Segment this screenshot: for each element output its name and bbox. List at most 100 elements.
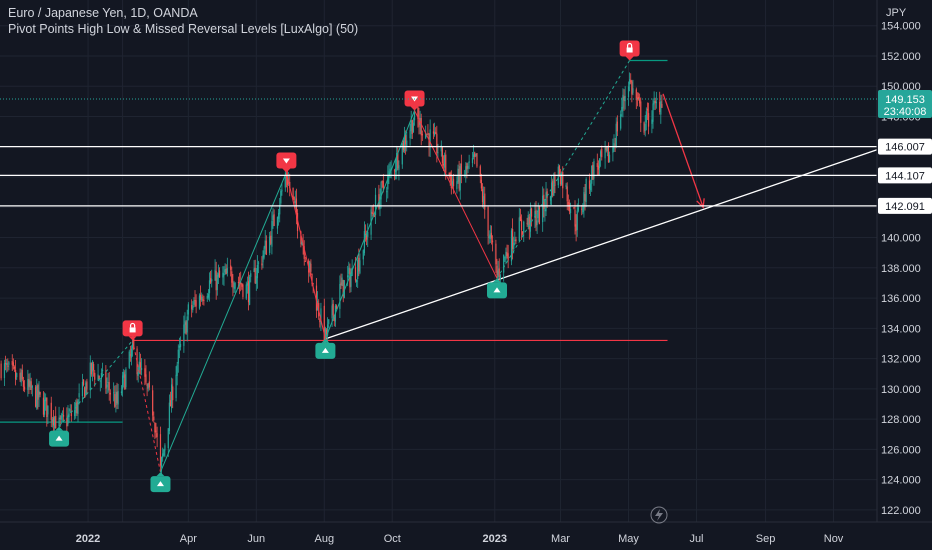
time-tick-label: 2023 (483, 533, 507, 545)
candle-body (374, 194, 377, 216)
candle-body (506, 252, 508, 257)
time-tick-label: Aug (314, 533, 334, 545)
candle-body (505, 251, 507, 260)
candle-body (483, 196, 485, 204)
candle-body (538, 206, 540, 225)
candle-body (325, 329, 328, 337)
candle-body (155, 430, 157, 433)
candle-body (128, 351, 130, 368)
candle-body (186, 316, 188, 333)
level-price-tag (878, 197, 932, 214)
pivot-zigzag (58, 60, 631, 473)
candle-body (543, 194, 545, 209)
candle-body (208, 280, 211, 294)
candle-body (458, 169, 460, 189)
time-tick-label: Sep (756, 533, 776, 545)
candle-body (281, 189, 283, 192)
candle-body (38, 390, 40, 398)
candle-body (178, 345, 181, 348)
candle-body (529, 209, 532, 232)
candle-body (523, 221, 525, 233)
time-axis[interactable]: 2022 Apr Jun Aug Oct 2023 Mar May Jul Sep Nov (0, 521, 932, 550)
candle-body (193, 300, 195, 305)
candle-body (372, 213, 374, 215)
candle-body (637, 96, 640, 100)
trend-line (325, 149, 878, 340)
candle-body (255, 276, 257, 284)
indicator-title[interactable]: Pivot Points High Low & Missed Reversal … (8, 22, 359, 36)
candle-body (43, 399, 46, 415)
time-tick-label: Jul (689, 533, 703, 545)
marker-pointer (625, 56, 634, 61)
candle-body (277, 212, 280, 219)
candle-body (6, 362, 8, 366)
candle-body (530, 208, 533, 217)
candle-body (54, 417, 56, 429)
candle-body (68, 413, 70, 418)
candle-body (309, 262, 311, 273)
candle-body (417, 105, 419, 119)
marker-pointer (493, 278, 502, 283)
candle-body (159, 434, 162, 466)
candle-body (279, 205, 281, 215)
candle-body (62, 415, 65, 417)
candle-body (574, 209, 576, 227)
candle-body (490, 232, 493, 239)
candle-body (12, 362, 14, 366)
candle-body (627, 86, 630, 98)
candle-body (661, 103, 663, 108)
zigzag-segment (132, 340, 161, 473)
time-tick-label: Mar (551, 533, 570, 545)
candle-body (320, 308, 322, 325)
candle-body (123, 372, 125, 378)
candle-body (520, 219, 523, 231)
candle-body (382, 180, 384, 190)
candlestick-series (0, 72, 663, 476)
candle-body (435, 132, 437, 134)
candle-body (381, 181, 383, 183)
candle-body (413, 105, 416, 121)
candle-body (272, 215, 274, 220)
candle-body (19, 373, 21, 380)
candle-body (527, 214, 529, 226)
candle-body (29, 380, 31, 388)
pivot-markers (49, 40, 640, 493)
candle-body (613, 142, 615, 149)
candle-body (324, 328, 326, 342)
candle-body (84, 387, 86, 398)
candle-body (575, 224, 577, 232)
candle-body (176, 364, 178, 376)
marker-pointer (410, 106, 419, 111)
candle-body (109, 392, 111, 395)
candle-body (20, 372, 22, 383)
candle-body (36, 385, 38, 409)
chart-grid (0, 0, 877, 522)
candle-body (215, 270, 217, 291)
candle-body (250, 273, 252, 277)
trendlines (325, 93, 878, 340)
price-axis[interactable]: JPY 122.000 124.000 126.000 128.000 130.000 13… (876, 0, 932, 550)
candle-body (473, 154, 475, 158)
candle-body (319, 319, 321, 323)
candle-body (635, 89, 637, 101)
candle-body (601, 148, 603, 158)
candle-body (380, 182, 382, 200)
candle-body (420, 118, 422, 136)
candle-body (60, 415, 62, 420)
candle-body (355, 279, 358, 283)
candle-body (585, 178, 587, 202)
candle-body (286, 174, 289, 185)
candle-body (566, 186, 568, 202)
candle-body (172, 386, 174, 401)
candle-body (607, 145, 610, 163)
price-tick-label: 132.000 (881, 354, 921, 366)
candle-body (263, 247, 265, 258)
candle-body (177, 349, 179, 364)
candle-body (52, 417, 55, 426)
candle-body (8, 362, 10, 365)
symbol-title[interactable]: Euro / Japanese Yen, 1D, OANDA (8, 6, 198, 20)
replay-bolt-icon[interactable] (650, 506, 668, 524)
candle-body (137, 372, 139, 376)
candle-body (105, 370, 107, 389)
